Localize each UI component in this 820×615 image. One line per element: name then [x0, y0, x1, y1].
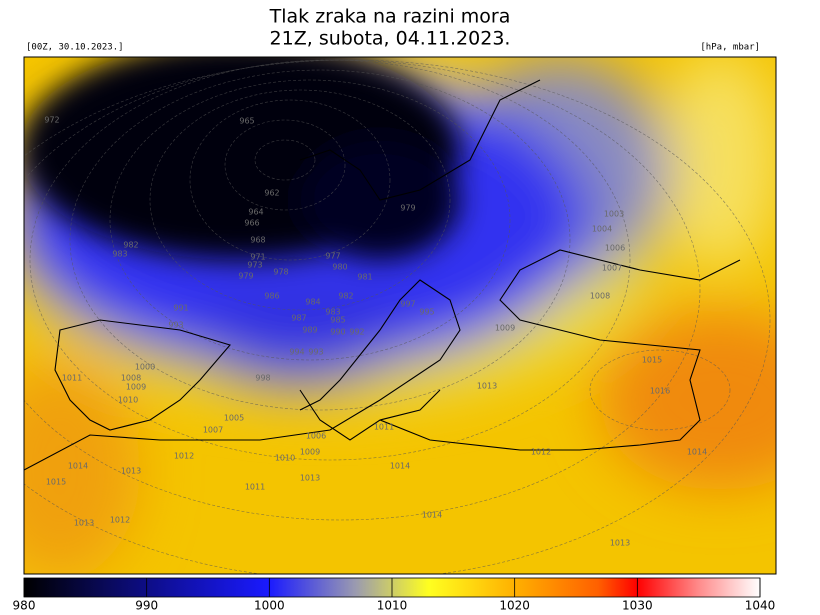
contour-label: 990 — [330, 328, 345, 337]
contour-label: 1011 — [62, 374, 82, 383]
contour-label: 966 — [244, 219, 259, 228]
contour-label: 1000 — [135, 363, 155, 372]
contour-label: 991 — [173, 304, 188, 313]
contour-label: 1008 — [590, 292, 610, 301]
contour-label: 1014 — [687, 448, 707, 457]
title-line: 21Z, subota, 04.11.2023. — [270, 28, 511, 50]
contour-label: 1009 — [300, 448, 320, 457]
contour-label: 1014 — [390, 462, 410, 471]
contour-label: 1013 — [300, 474, 320, 483]
contour-label: 1010 — [275, 454, 295, 463]
contour-label: 1010 — [118, 396, 138, 405]
contour-label: 978 — [273, 268, 288, 277]
contour-label: 982 — [123, 241, 138, 250]
contour-label: 983 — [325, 308, 340, 317]
contour-label: 971 — [250, 253, 265, 262]
contour-label: 1005 — [224, 414, 244, 423]
init-time: [00Z, 30.10.2023.] — [26, 43, 124, 53]
map-frame — [23, 56, 777, 575]
contour-label: 993 — [168, 321, 183, 330]
contour-label: 1013 — [477, 382, 497, 391]
colorbar-tick-label: 990 — [135, 599, 158, 613]
contour-label: 962 — [264, 189, 279, 198]
contour-label: 983 — [112, 250, 127, 259]
contour-label: 964 — [248, 208, 263, 217]
colorbar-tick-label: 1030 — [622, 599, 653, 613]
contour-label: 965 — [239, 117, 254, 126]
colorbar-tick-label: 1010 — [377, 599, 408, 613]
contour-label: 1013 — [74, 519, 94, 528]
contour-label: 992 — [349, 328, 364, 337]
pressure-field — [24, 57, 776, 574]
contour-label: 989 — [302, 326, 317, 335]
contour-label: 1016 — [650, 387, 670, 396]
contour-label: 982 — [338, 292, 353, 301]
contour-label: 1014 — [422, 511, 442, 520]
units: [hPa, mbar] — [700, 43, 760, 53]
contour-label: 972 — [44, 116, 59, 125]
contour-label: 1011 — [245, 483, 265, 492]
contour-label: 994 — [289, 348, 304, 357]
contour-label: 1007 — [203, 426, 223, 435]
contour-label: 979 — [400, 204, 415, 213]
contour-label: 1014 — [68, 462, 88, 471]
contour-label: 1006 — [605, 244, 625, 253]
contour-label: 998 — [255, 374, 270, 383]
contour-label: 980 — [332, 263, 347, 272]
colorbar-tick-label: 980 — [13, 599, 36, 613]
title-line: Tlak zraka na razini mora — [269, 6, 511, 28]
contour-label: 1013 — [610, 539, 630, 548]
contour-label: 986 — [264, 292, 279, 301]
contour-label: 1013 — [121, 467, 141, 476]
contour-label: 1009 — [495, 324, 515, 333]
contour-label: 973 — [247, 261, 262, 270]
contour-label: 984 — [305, 298, 320, 307]
contour-label: 1012 — [110, 516, 130, 525]
contour-label: 1008 — [121, 374, 141, 383]
contour-label: 977 — [325, 252, 340, 261]
contour-label: 1012 — [531, 448, 551, 457]
colorbar-tick-label: 1000 — [254, 599, 285, 613]
contour-label: 995 — [419, 308, 434, 317]
contour-label: 981 — [357, 273, 372, 282]
contour-label: 968 — [250, 236, 265, 245]
contour-label: 1004 — [592, 225, 612, 234]
contour-label: 987 — [291, 314, 306, 323]
contour-label: 1012 — [174, 452, 194, 461]
contour-label: 997 — [400, 300, 415, 309]
contour-label: 1015 — [46, 478, 66, 487]
contour-label: 979 — [238, 272, 253, 281]
contour-label: 985 — [330, 316, 345, 325]
contour-label: 1007 — [602, 264, 622, 273]
contour-label: 1003 — [604, 210, 624, 219]
colorbar-tick-label: 1040 — [745, 599, 776, 613]
contour-label: 1006 — [306, 432, 326, 441]
contour-label: 1011 — [374, 423, 394, 432]
colorbar-tick-label: 1020 — [499, 599, 530, 613]
contour-label: 1015 — [642, 356, 662, 365]
contour-label: 993 — [308, 348, 323, 357]
contour-label: 1009 — [126, 383, 146, 392]
